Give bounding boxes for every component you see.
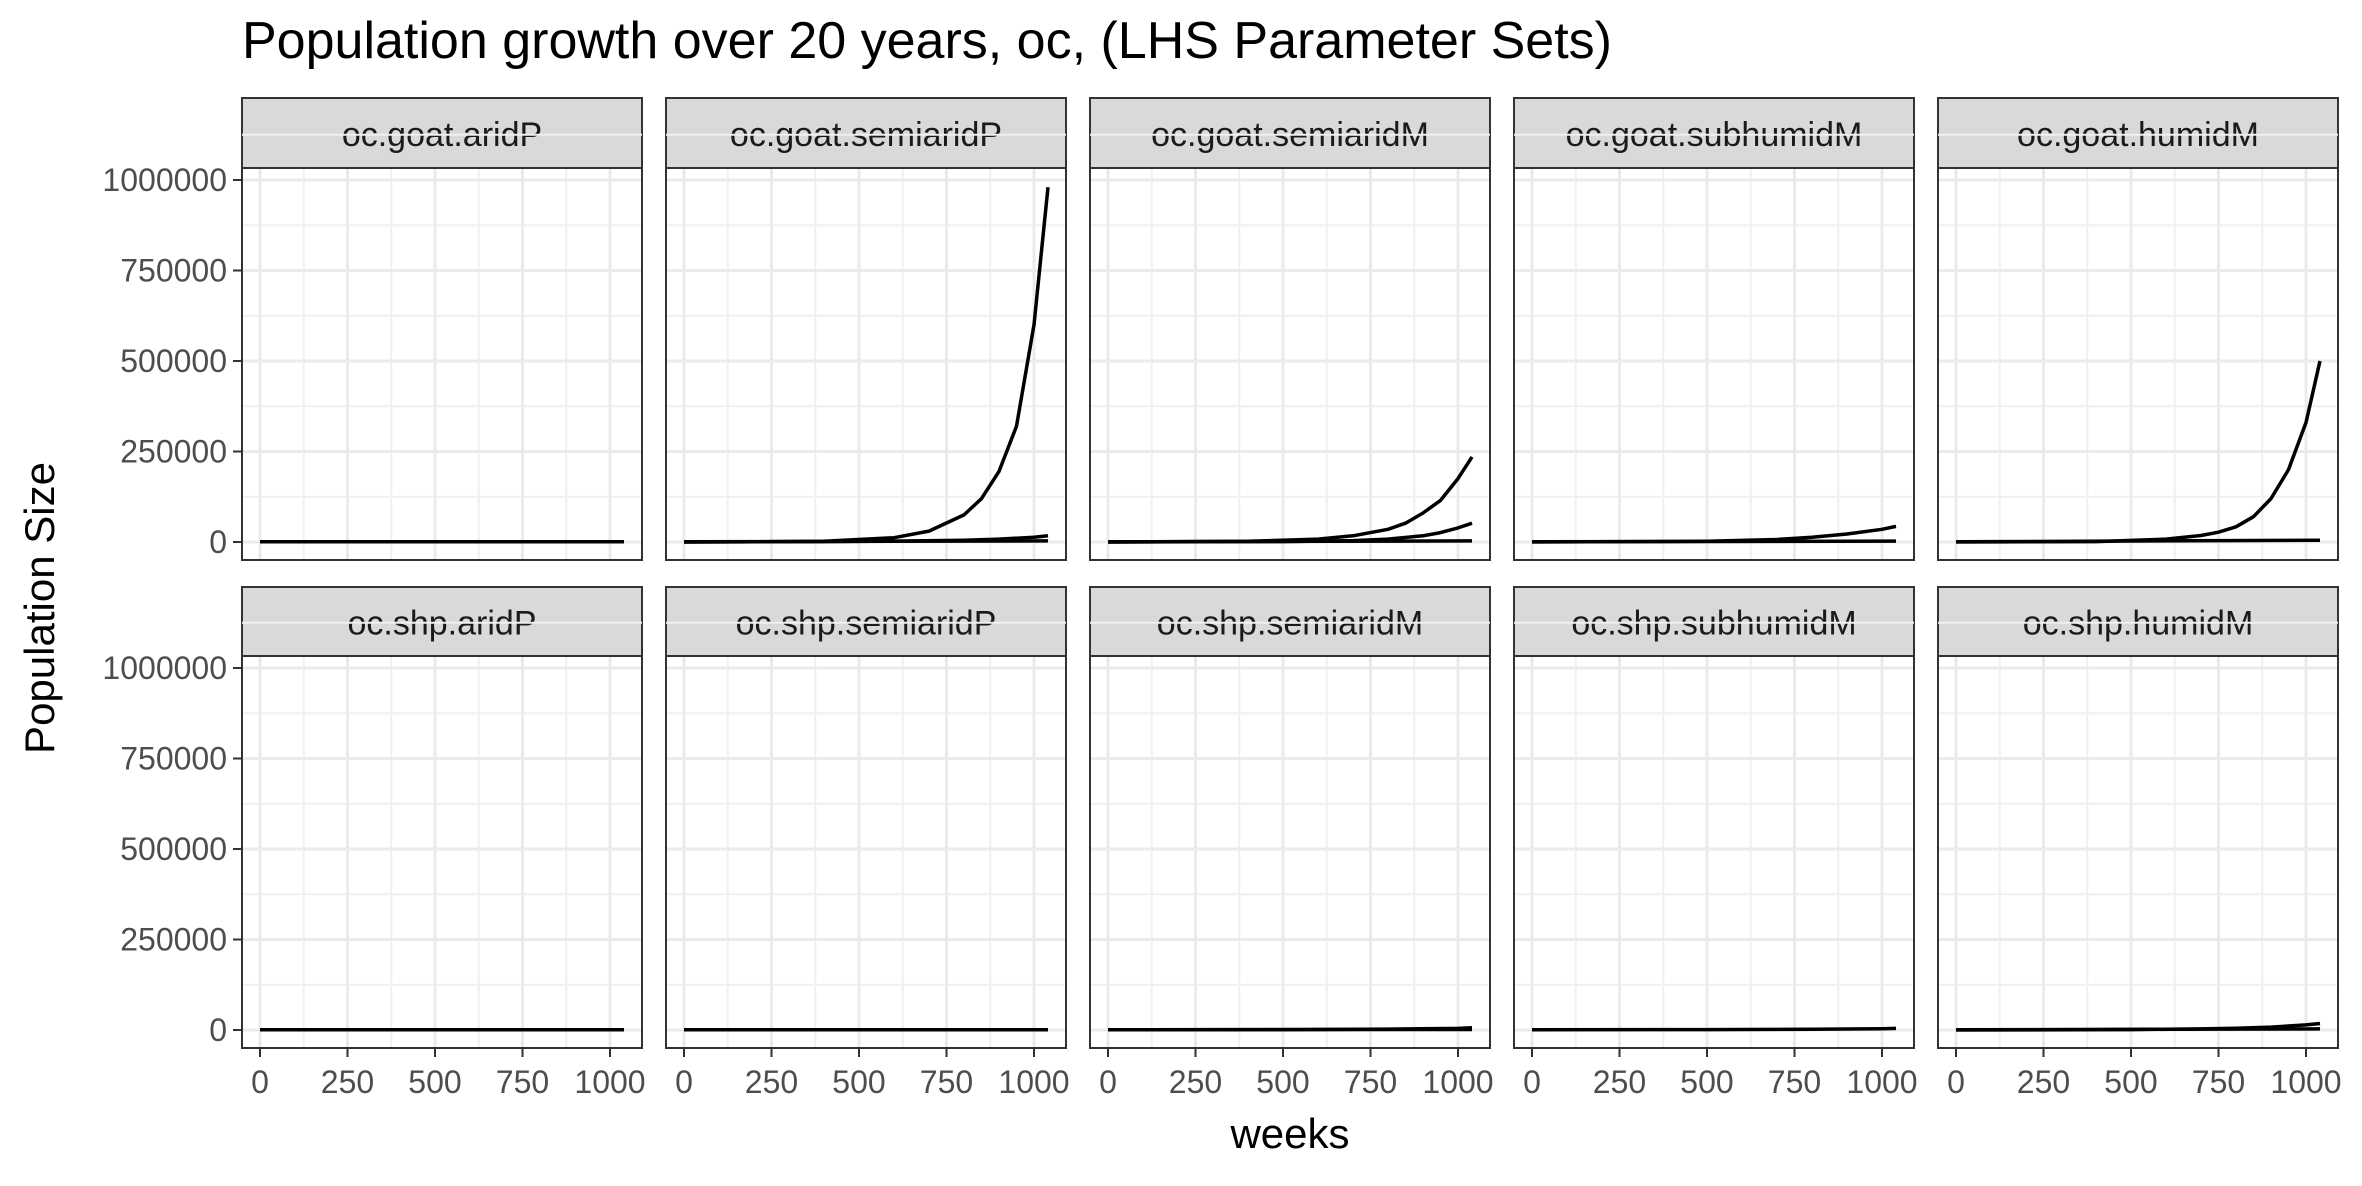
plot-background bbox=[1090, 656, 1490, 1048]
series-line bbox=[1956, 540, 2320, 542]
y-tick-label: 750000 bbox=[120, 741, 227, 777]
x-tick-label: 0 bbox=[1523, 1064, 1541, 1100]
plot-background bbox=[1090, 168, 1490, 560]
y-tick-label: 1000000 bbox=[102, 650, 227, 686]
x-tick-label: 0 bbox=[1099, 1064, 1117, 1100]
plot-background bbox=[1514, 168, 1914, 560]
x-tick-label: 250 bbox=[745, 1064, 798, 1100]
x-tick-label: 750 bbox=[920, 1064, 973, 1100]
x-tick-label: 750 bbox=[496, 1064, 549, 1100]
x-tick-label: 250 bbox=[2017, 1064, 2070, 1100]
series-line bbox=[684, 541, 1048, 542]
series-line bbox=[1956, 1029, 2320, 1030]
y-tick-label: 250000 bbox=[120, 922, 227, 958]
plot-background bbox=[666, 168, 1066, 560]
plot-background bbox=[242, 168, 642, 560]
x-tick-label: 750 bbox=[1768, 1064, 1821, 1100]
y-tick-label: 250000 bbox=[120, 434, 227, 470]
y-axis-label: Population Size bbox=[16, 462, 63, 754]
x-tick-label: 250 bbox=[321, 1064, 374, 1100]
x-tick-label: 1000 bbox=[1422, 1064, 1493, 1100]
x-tick-label: 250 bbox=[1593, 1064, 1646, 1100]
series-line bbox=[1532, 1028, 1896, 1029]
y-tick-label: 750000 bbox=[120, 253, 227, 289]
x-tick-label: 250 bbox=[1169, 1064, 1222, 1100]
facet-panel: oc.goat.semiaridP bbox=[666, 98, 1066, 560]
x-tick-label: 500 bbox=[2104, 1064, 2157, 1100]
x-tick-label: 750 bbox=[2192, 1064, 2245, 1100]
plot-background bbox=[1938, 656, 2338, 1048]
y-tick-label: 0 bbox=[209, 1012, 227, 1048]
x-tick-label: 500 bbox=[1680, 1064, 1733, 1100]
x-tick-label: 750 bbox=[1344, 1064, 1397, 1100]
plot-background bbox=[242, 656, 642, 1048]
x-tick-label: 1000 bbox=[2270, 1064, 2341, 1100]
panels-layer: oc.goat.aridP02500005000007500001000000o… bbox=[102, 98, 2341, 1100]
y-tick-label: 500000 bbox=[120, 831, 227, 867]
x-axis-label: weeks bbox=[1229, 1110, 1349, 1157]
plot-background bbox=[1938, 168, 2338, 560]
facet-panel: oc.goat.semiaridM bbox=[1090, 98, 1490, 560]
x-tick-label: 1000 bbox=[1846, 1064, 1917, 1100]
x-tick-label: 500 bbox=[1256, 1064, 1309, 1100]
x-tick-label: 1000 bbox=[998, 1064, 1069, 1100]
plot-background bbox=[1514, 656, 1914, 1048]
x-tick-label: 0 bbox=[675, 1064, 693, 1100]
x-tick-label: 1000 bbox=[574, 1064, 645, 1100]
x-tick-label: 0 bbox=[251, 1064, 269, 1100]
x-tick-label: 500 bbox=[408, 1064, 461, 1100]
x-tick-label: 0 bbox=[1947, 1064, 1965, 1100]
chart-title: Population growth over 20 years, oc, (LH… bbox=[242, 12, 1612, 70]
y-tick-label: 1000000 bbox=[102, 162, 227, 198]
y-tick-label: 500000 bbox=[120, 343, 227, 379]
series-line bbox=[1532, 541, 1896, 542]
x-tick-label: 500 bbox=[832, 1064, 885, 1100]
y-tick-label: 0 bbox=[209, 524, 227, 560]
plot-background bbox=[666, 656, 1066, 1048]
facet-panel: oc.goat.humidM bbox=[1938, 98, 2338, 560]
series-line bbox=[1108, 541, 1472, 542]
facet-panel: oc.goat.subhumidM bbox=[1514, 98, 1914, 560]
